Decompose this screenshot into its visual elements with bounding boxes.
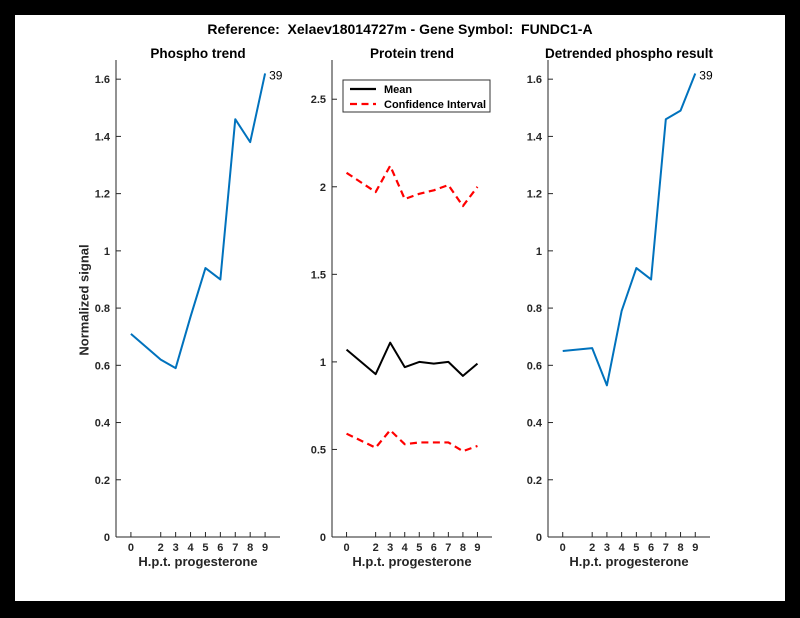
x-axis-label-protein: H.p.t. progesterone: [352, 554, 472, 569]
x-tick-label: 2: [589, 542, 595, 554]
y-tick-label: 1: [320, 357, 326, 369]
x-tick-label: 8: [460, 542, 466, 554]
y-tick-label: 1.5: [311, 269, 326, 281]
series-line-phospho-signal: [130, 73, 267, 370]
y-axis-label: Normalized signal: [76, 244, 92, 356]
x-tick-label: 8: [247, 542, 253, 554]
x-tick-label: 7: [445, 542, 451, 554]
x-tick-label: 5: [202, 542, 208, 554]
x-tick-label: 6: [217, 542, 223, 554]
y-tick-label: 0: [104, 532, 110, 544]
x-tick-label: 2: [373, 542, 379, 554]
y-tick-label: 2: [320, 182, 326, 194]
y-tick-label: 0.2: [95, 475, 110, 487]
y-tick-label: 1.4: [527, 131, 543, 143]
x-tick-label: 7: [663, 542, 669, 554]
endpoint-annotation: 39: [269, 68, 283, 82]
x-tick-label: 9: [262, 542, 268, 554]
y-tick-label: 0: [536, 532, 542, 544]
subplot-0: 0 2 3 4 5 6 7 8 9 0 0.2 0.4 0.6 0.8 1 1.2 1.4 1.6 39: [95, 60, 283, 554]
plot-title-detrended: Detrended phospho result: [544, 46, 713, 61]
x-tick-label: 2: [158, 542, 164, 554]
x-tick-label: 0: [128, 542, 134, 554]
plot-title-phospho: Phospho trend: [150, 46, 246, 61]
x-tick-label: 5: [416, 542, 422, 554]
x-tick-label: 5: [633, 542, 639, 554]
series-line-ci-upper: [345, 164, 479, 208]
x-tick-label: 6: [648, 542, 654, 554]
series-line-detrended-phospho: [562, 73, 697, 387]
y-tick-label: 0.4: [95, 418, 111, 430]
y-tick-label: 0.5: [311, 444, 326, 456]
x-axis-label-phospho: H.p.t. progesterone: [138, 554, 258, 569]
subplot-2: 0 2 3 4 5 6 7 8 9 0 0.2 0.4 0.6 0.8 1 1.2 1.4 1.6 39: [527, 60, 713, 554]
y-tick-label: 0.4: [527, 418, 543, 430]
x-tick-label: 4: [187, 542, 194, 554]
legend-label: Mean: [384, 84, 412, 96]
x-tick-label: 3: [604, 542, 610, 554]
x-tick-label: 4: [402, 542, 409, 554]
y-tick-label: 0.8: [95, 303, 110, 315]
x-axis-label-detrended: H.p.t. progesterone: [569, 554, 689, 569]
x-tick-label: 9: [474, 542, 480, 554]
figure-canvas: 0 2 3 4 5 6 7 8 9 0 0.2 0.4 0.6 0.8 1 1.2 1.4 1.6 39 0 2 3 4 5 6…: [15, 15, 785, 601]
x-tick-label: 3: [387, 542, 393, 554]
x-tick-label: 4: [619, 542, 626, 554]
y-tick-label: 0: [320, 532, 326, 544]
plot-title-protein: Protein trend: [369, 46, 454, 61]
x-tick-label: 3: [173, 542, 179, 554]
legend-label: Confidence Interval: [384, 99, 486, 111]
x-tick-label: 6: [431, 542, 437, 554]
y-tick-label: 0.2: [527, 475, 542, 487]
y-tick-label: 1.4: [95, 131, 111, 143]
y-tick-label: 1: [104, 246, 110, 258]
figure-title: Reference: Xelaev18014727m - Gene Symbol…: [207, 21, 593, 37]
series-line-mean: [345, 341, 479, 377]
x-tick-label: 8: [677, 542, 683, 554]
x-tick-label: 7: [232, 542, 238, 554]
y-tick-label: 0.8: [527, 303, 542, 315]
x-tick-label: 0: [343, 542, 349, 554]
y-tick-label: 0.6: [95, 360, 110, 372]
y-tick-label: 1.2: [95, 189, 110, 201]
y-tick-label: 2.5: [311, 94, 326, 106]
charts-svg: 0 2 3 4 5 6 7 8 900.20.40.60.811.21.41.6 390 2 3 4 5 6…: [95, 60, 713, 554]
x-tick-label: 0: [560, 542, 566, 554]
y-tick-label: 1: [536, 246, 542, 258]
y-tick-label: 1.2: [527, 189, 542, 201]
y-tick-label: 1.6: [527, 74, 542, 86]
y-tick-label: 0.6: [527, 360, 542, 372]
legend-box: [342, 79, 491, 113]
x-tick-label: 9: [692, 542, 698, 554]
endpoint-annotation: 39: [699, 68, 713, 82]
series-line-ci-lower: [346, 429, 478, 453]
y-tick-label: 1.6: [95, 74, 110, 86]
